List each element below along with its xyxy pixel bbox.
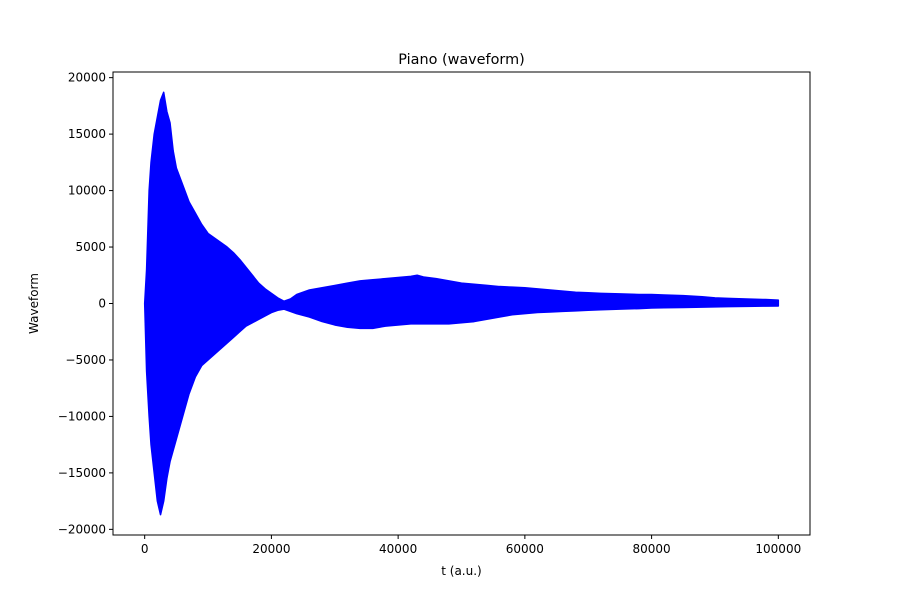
chart-title: Piano (waveform) (398, 52, 524, 68)
x-axis-title: t (a.u.) (441, 564, 481, 578)
y-axis: −20000 −15000 −10000 −5000 0 5000 10000 15000 20… (58, 71, 113, 536)
x-axis: 0 20000 40000 60000 80000 100000 (141, 535, 801, 556)
waveform-series-0 (143, 91, 780, 516)
y-tick-label: −5000 (65, 353, 106, 367)
x-tick-label: 40000 (379, 542, 417, 556)
x-tick-label: 0 (141, 542, 149, 556)
y-axis-title: Waveform (27, 273, 41, 334)
y-tick-label: 20000 (68, 71, 106, 85)
y-tick-label: 0 (98, 297, 106, 311)
x-tick-label: 100000 (755, 542, 801, 556)
y-tick-label: 5000 (75, 240, 106, 254)
y-tick-label: −20000 (58, 522, 106, 536)
x-tick-label: 80000 (632, 542, 670, 556)
x-tick-label: 60000 (506, 542, 544, 556)
y-tick-label: 10000 (68, 184, 106, 198)
y-tick-label: −15000 (58, 466, 106, 480)
x-tick-label: 20000 (252, 542, 290, 556)
y-tick-label: 15000 (68, 127, 106, 141)
y-tick-label: −10000 (58, 409, 106, 423)
plot-area (143, 91, 780, 516)
